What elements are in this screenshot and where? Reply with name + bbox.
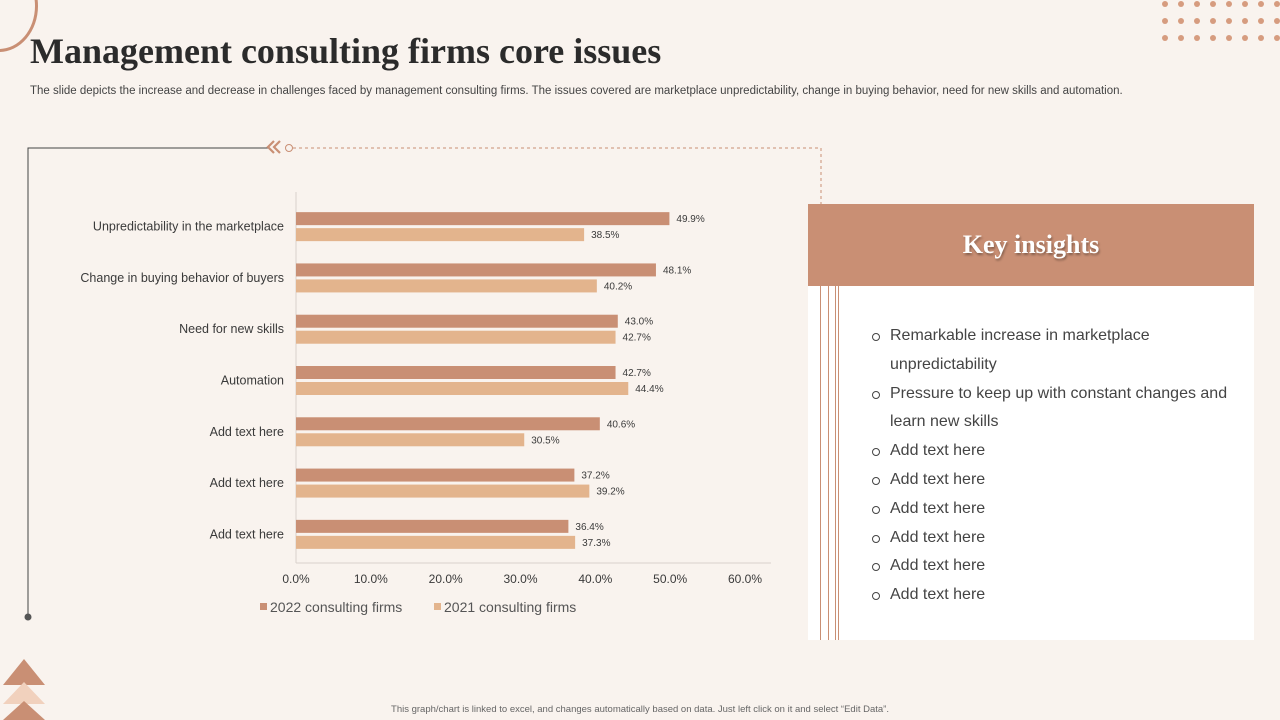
- bar-2022: [296, 212, 670, 226]
- x-tick-label: 20.0%: [429, 572, 463, 586]
- bar-2021: [296, 279, 597, 293]
- key-insights-list: Remarkable increase in marketplace unpre…: [870, 322, 1240, 610]
- key-insights-title: Key insights: [962, 230, 1100, 259]
- data-label: 39.2%: [596, 487, 624, 498]
- insight-item: Pressure to keep up with constant change…: [870, 380, 1240, 438]
- data-label: 38.5%: [591, 230, 619, 241]
- insight-item: Add text here: [870, 437, 1240, 466]
- footer-note: This graph/chart is linked to excel, and…: [391, 704, 889, 715]
- bar-2021: [296, 228, 585, 242]
- data-label: 48.1%: [663, 265, 691, 276]
- data-label: 43.0%: [625, 317, 653, 328]
- category-label: Automation: [221, 374, 284, 388]
- bar-2021: [296, 535, 576, 549]
- bar-2022: [296, 366, 616, 379]
- bar-2021: [296, 433, 525, 447]
- circle-bullet-icon: [872, 333, 880, 341]
- insight-item: Add text here: [870, 495, 1240, 524]
- bar-2021: [296, 484, 590, 498]
- legend-label: 2021 consulting firms: [444, 599, 576, 615]
- category-label: Add text here: [210, 425, 284, 439]
- panel-line-decoration: [838, 286, 839, 640]
- circle-bullet-icon: [872, 476, 880, 485]
- data-label: 30.5%: [531, 435, 559, 446]
- circle-bullet-icon: [872, 448, 880, 457]
- bar-2022: [296, 417, 600, 431]
- category-label: Unpredictability in the marketplace: [93, 220, 284, 234]
- bar-2021: [296, 330, 616, 344]
- data-label: 37.3%: [582, 538, 610, 549]
- legend-swatch: [434, 603, 441, 610]
- circle-bullet-icon: [872, 592, 880, 601]
- data-label: 37.2%: [581, 471, 609, 482]
- bar-2022: [296, 263, 656, 277]
- circle-bullet-icon: [872, 563, 880, 572]
- data-label: 36.4%: [575, 522, 603, 533]
- category-label: Add text here: [210, 527, 284, 541]
- bar-2021: [296, 382, 629, 395]
- insight-item: Add text here: [870, 581, 1240, 610]
- x-tick-label: 50.0%: [653, 572, 687, 586]
- page-subtitle: The slide depicts the increase and decre…: [30, 85, 1123, 97]
- panel-line-decoration: [835, 286, 836, 640]
- data-label: 49.9%: [676, 214, 704, 225]
- bar-2022: [296, 314, 618, 328]
- circle-bullet-icon: [872, 390, 880, 399]
- data-label: 42.7%: [623, 368, 651, 379]
- circle-bullet-icon: [872, 505, 880, 514]
- insight-item: Add text here: [870, 524, 1240, 553]
- category-label: Add text here: [210, 476, 284, 490]
- panel-line-decoration: [820, 286, 821, 640]
- legend-label: 2022 consulting firms: [270, 599, 402, 615]
- panel-line-decoration: [828, 286, 829, 640]
- insight-item: Add text here: [870, 552, 1240, 581]
- x-tick-label: 40.0%: [578, 572, 612, 586]
- key-insights-header: Key insights: [808, 204, 1254, 286]
- category-label: Need for new skills: [179, 322, 284, 336]
- x-tick-label: 30.0%: [503, 572, 537, 586]
- data-label: 40.6%: [607, 419, 635, 430]
- category-label: Change in buying behavior of buyers: [80, 271, 284, 285]
- key-insights-panel: Key insights Remarkable increase in mark…: [808, 204, 1254, 640]
- x-tick-label: 0.0%: [282, 572, 310, 586]
- x-tick-label: 60.0%: [728, 572, 762, 586]
- bar-2022: [296, 468, 575, 482]
- page-title: Management consulting firms core issues: [30, 31, 662, 71]
- insight-item: Add text here: [870, 466, 1240, 495]
- dot-grid-decoration: [1162, 1, 1280, 52]
- circle-bullet-icon: [872, 534, 880, 543]
- legend-swatch: [260, 603, 267, 610]
- insight-item: Remarkable increase in marketplace unpre…: [870, 322, 1240, 380]
- x-tick-label: 10.0%: [354, 572, 388, 586]
- bar-2022: [296, 519, 569, 533]
- data-label: 44.4%: [635, 384, 663, 395]
- data-label: 42.7%: [623, 333, 651, 344]
- data-label: 40.2%: [604, 281, 632, 292]
- double-chevron-left-icon: [266, 140, 281, 154]
